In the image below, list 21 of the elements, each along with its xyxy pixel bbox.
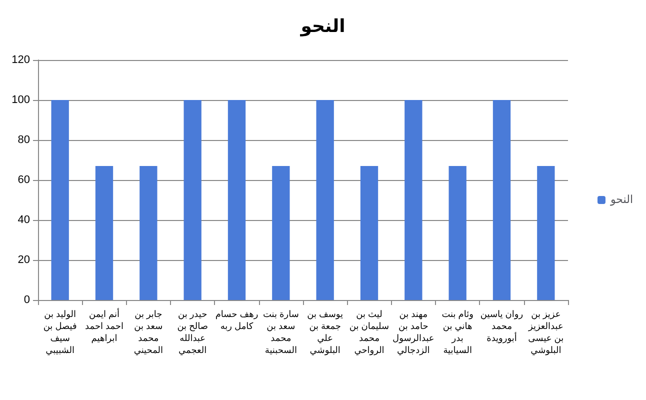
x-tick-label: ليث بن سليمان بن محمد الرواحي bbox=[349, 309, 390, 356]
y-tick-label: 20 bbox=[18, 254, 30, 266]
legend-label: النحو bbox=[609, 194, 634, 206]
y-tick-label: 60 bbox=[18, 174, 30, 186]
y-tick-label: 100 bbox=[12, 94, 30, 106]
x-tick-label: جابر بن سعد بن محمد المحيني bbox=[134, 309, 164, 356]
x-tick-label: عزيز بن عبدالعزيز بن عيسى البلوشي bbox=[527, 309, 564, 356]
x-tick-label: أنم ايمن احمد احمد ابراهيم bbox=[85, 308, 124, 344]
x-tick-label: الوليد بن فيصل بن سيف الشبيبي bbox=[43, 309, 77, 356]
y-tick-label: 0 bbox=[24, 294, 30, 306]
x-tick-label: مهند بن حامد بن عبدالرسول الزدجالي bbox=[392, 309, 434, 356]
chart-title: النحو bbox=[300, 16, 346, 37]
x-tick-label: سارة بنت سعد بن محمد السحبنية bbox=[262, 309, 299, 355]
x-tick-label: رهف حسام كامل ربه bbox=[215, 309, 258, 332]
x-tick-label: وئام بنت هاني بن بدر السيابية bbox=[442, 309, 474, 355]
x-tick-label: يوسف بن جمعة بن علي البلوشي bbox=[307, 309, 344, 356]
x-tick-label: روان ياسين محمد أبورويدة bbox=[480, 309, 524, 344]
y-tick-label: 40 bbox=[18, 214, 30, 226]
x-tick-label: حيدر بن صالح بن عبدالله العجمي bbox=[177, 309, 208, 356]
y-tick-label: 120 bbox=[12, 54, 30, 66]
y-tick-label: 80 bbox=[18, 134, 30, 146]
